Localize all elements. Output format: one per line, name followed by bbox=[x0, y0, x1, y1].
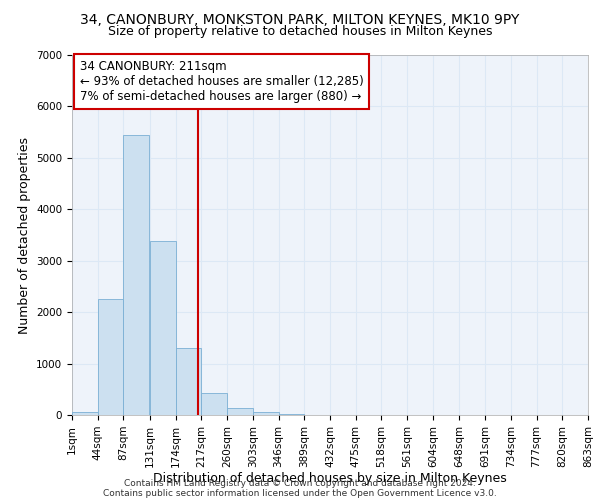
Bar bbox=[72, 412, 98, 415]
Text: 34 CANONBURY: 211sqm
← 93% of detached houses are smaller (12,285)
7% of semi-de: 34 CANONBURY: 211sqm ← 93% of detached h… bbox=[80, 60, 364, 104]
Bar bbox=[176, 348, 201, 415]
Text: 34, CANONBURY, MONKSTON PARK, MILTON KEYNES, MK10 9PY: 34, CANONBURY, MONKSTON PARK, MILTON KEY… bbox=[80, 12, 520, 26]
Bar bbox=[253, 412, 278, 415]
Bar bbox=[98, 300, 124, 415]
Bar bbox=[201, 393, 227, 415]
Bar bbox=[124, 134, 149, 415]
Bar bbox=[227, 408, 253, 415]
Y-axis label: Number of detached properties: Number of detached properties bbox=[17, 136, 31, 334]
Bar bbox=[278, 414, 304, 415]
Bar bbox=[150, 241, 176, 415]
X-axis label: Distribution of detached houses by size in Milton Keynes: Distribution of detached houses by size … bbox=[153, 472, 507, 486]
Text: Contains HM Land Registry data © Crown copyright and database right 2024.: Contains HM Land Registry data © Crown c… bbox=[124, 478, 476, 488]
Text: Contains public sector information licensed under the Open Government Licence v3: Contains public sector information licen… bbox=[103, 488, 497, 498]
Text: Size of property relative to detached houses in Milton Keynes: Size of property relative to detached ho… bbox=[108, 25, 492, 38]
